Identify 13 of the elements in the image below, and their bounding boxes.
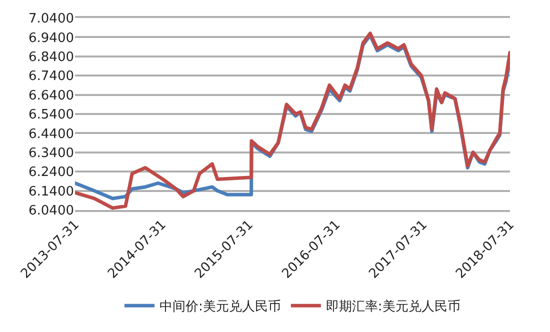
y-tick-label: 7.0400	[28, 12, 74, 27]
y-tick-label: 6.2400	[28, 165, 74, 180]
y-tick-label: 6.3400	[28, 146, 74, 161]
y-tick-label: 6.5400	[28, 108, 74, 123]
y-tick-label: 6.8400	[28, 50, 74, 65]
y-tick-label: 6.1400	[28, 184, 74, 200]
y-tick-label: 6.6400	[28, 88, 74, 104]
y-tick-label: 6.4400	[28, 126, 74, 142]
y-tick-label: 6.9400	[28, 30, 74, 46]
legend-label: 中间价:美元兑人民币	[160, 298, 281, 315]
y-tick-label: 6.0400	[28, 204, 74, 219]
legend-label: 即期汇率:美元兑人民币	[326, 298, 460, 315]
y-tick-label: 6.7400	[28, 69, 74, 84]
